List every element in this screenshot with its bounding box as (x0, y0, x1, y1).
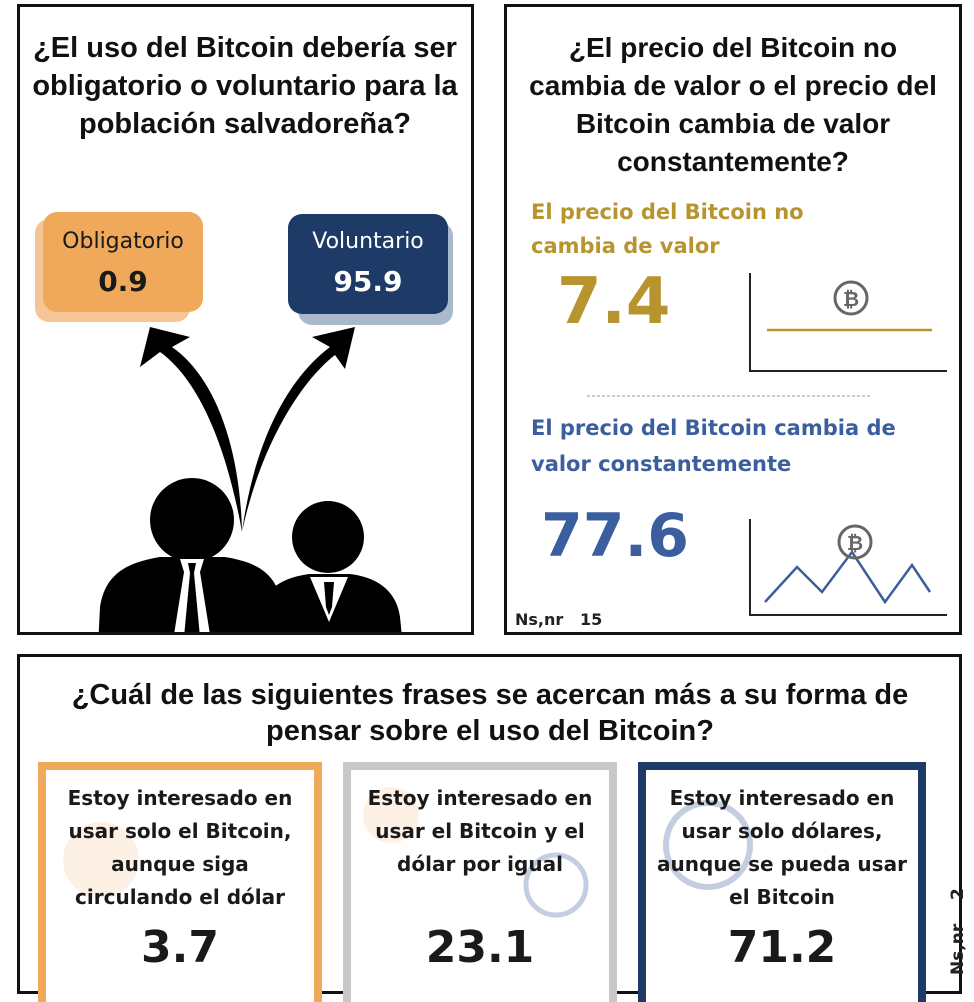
watermark (63, 822, 139, 898)
item-value: 77.6 (541, 501, 690, 571)
option-label: Obligatorio (62, 229, 184, 254)
card: Estoy interesado en usar el Bitcoin y el… (343, 762, 617, 1002)
note: Ns,nr 15 (515, 610, 602, 629)
card-value: 71.2 (727, 922, 837, 973)
option-label: Voluntario (312, 229, 424, 254)
page: {"left_panel": {"title": "¿El uso del Bi… (17, 4, 968, 1002)
item-value: 7.4 (557, 265, 671, 339)
card-text: Estoy interesado en usar solo dólares, a… (657, 786, 907, 909)
option-value: 0.9 (98, 265, 148, 298)
tie (184, 563, 200, 632)
item-label: El precio del Bitcoin cambia de valor co… (531, 416, 896, 476)
card-watermark (363, 787, 589, 918)
bitcoin-icon (833, 280, 869, 316)
arrow (242, 327, 355, 532)
bitcoin-symbol: ₿ (843, 289, 859, 311)
card-watermark (63, 822, 139, 898)
tie (324, 582, 334, 615)
right-panel: ¿El precio del Bitcoin no cambia de valo… (504, 4, 962, 635)
card-value: 23.1 (425, 922, 535, 973)
person-head (150, 478, 234, 562)
item-label: El precio del Bitcoin no cambia de valor (531, 200, 804, 258)
watermark (363, 787, 419, 843)
note: Ns,nr 2 (948, 888, 968, 975)
card-value: 3.7 (141, 922, 219, 973)
bottom-panel: ¿Cuál de las siguientes frases se acerca… (17, 654, 968, 1002)
card: Estoy interesado en usar solo dólares, a… (638, 762, 926, 1002)
bitcoin-symbol: ₿ (847, 533, 863, 555)
left-panel: ¿El uso del Bitcoin debería ser obligato… (17, 4, 474, 635)
right-illustration: ₿ ₿ (587, 273, 947, 616)
option-box (43, 212, 203, 312)
card-watermark (663, 800, 753, 890)
bottom-title: ¿Cuál de las siguientes frases se acerca… (71, 679, 909, 747)
bitcoin-icon (837, 524, 873, 560)
card: Estoy interesado en usar solo el Bitcoin… (38, 762, 322, 1002)
watermark (663, 800, 753, 890)
option-value: 95.9 (333, 265, 403, 298)
note-label: Ns,nr (948, 923, 968, 975)
zigzag-line (764, 549, 932, 605)
right-title: ¿El precio del Bitcoin no cambia de valo… (529, 32, 937, 177)
left-illustration (35, 212, 453, 632)
left-title: ¿El uso del Bitcoin debería ser obligato… (32, 32, 458, 140)
person-head (292, 501, 364, 573)
card-text: Estoy interesado en usar el Bitcoin y el… (367, 786, 593, 876)
option-box (288, 214, 448, 314)
note-value: 15 (580, 610, 603, 629)
watermark (523, 852, 589, 918)
note-label: Ns,nr (515, 610, 564, 629)
note-value: 2 (948, 888, 968, 901)
chart-axis (749, 519, 947, 616)
chart-axis (749, 273, 947, 372)
arrow (140, 327, 242, 532)
card-text: Estoy interesado en usar solo el Bitcoin… (67, 786, 293, 909)
